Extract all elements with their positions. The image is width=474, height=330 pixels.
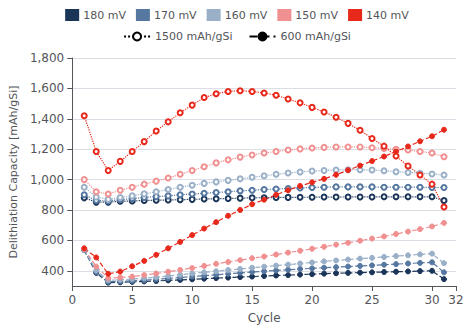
svg-text:1,000: 1,000 [30, 173, 64, 187]
svg-text:800: 800 [41, 203, 64, 217]
svg-text:Cycle: Cycle [248, 311, 281, 325]
svg-text:400: 400 [41, 264, 64, 278]
svg-text:1,200: 1,200 [30, 142, 64, 156]
svg-text:25: 25 [364, 293, 379, 307]
svg-text:1500 mAh/gSi: 1500 mAh/gSi [155, 30, 232, 43]
svg-text:5: 5 [128, 293, 136, 307]
svg-text:170 mV: 170 mV [154, 9, 197, 22]
svg-text:140 mV: 140 mV [366, 9, 409, 22]
svg-text:1,800: 1,800 [30, 51, 64, 65]
svg-text:20: 20 [304, 293, 319, 307]
svg-text:600 mAh/gSi: 600 mAh/gSi [280, 30, 350, 43]
svg-text:600: 600 [41, 233, 64, 247]
svg-text:1,400: 1,400 [30, 112, 64, 126]
svg-text:Delithiation Capacity [mAh/gSi: Delithiation Capacity [mAh/gSi] [7, 85, 20, 258]
svg-text:150 mV: 150 mV [295, 9, 338, 22]
svg-text:180 mV: 180 mV [83, 9, 126, 22]
svg-text:32: 32 [448, 293, 463, 307]
svg-text:0: 0 [68, 293, 76, 307]
svg-text:1,600: 1,600 [30, 81, 64, 95]
svg-text:10: 10 [185, 293, 200, 307]
svg-text:15: 15 [244, 293, 259, 307]
svg-text:30: 30 [424, 293, 439, 307]
svg-text:160 mV: 160 mV [225, 9, 268, 22]
